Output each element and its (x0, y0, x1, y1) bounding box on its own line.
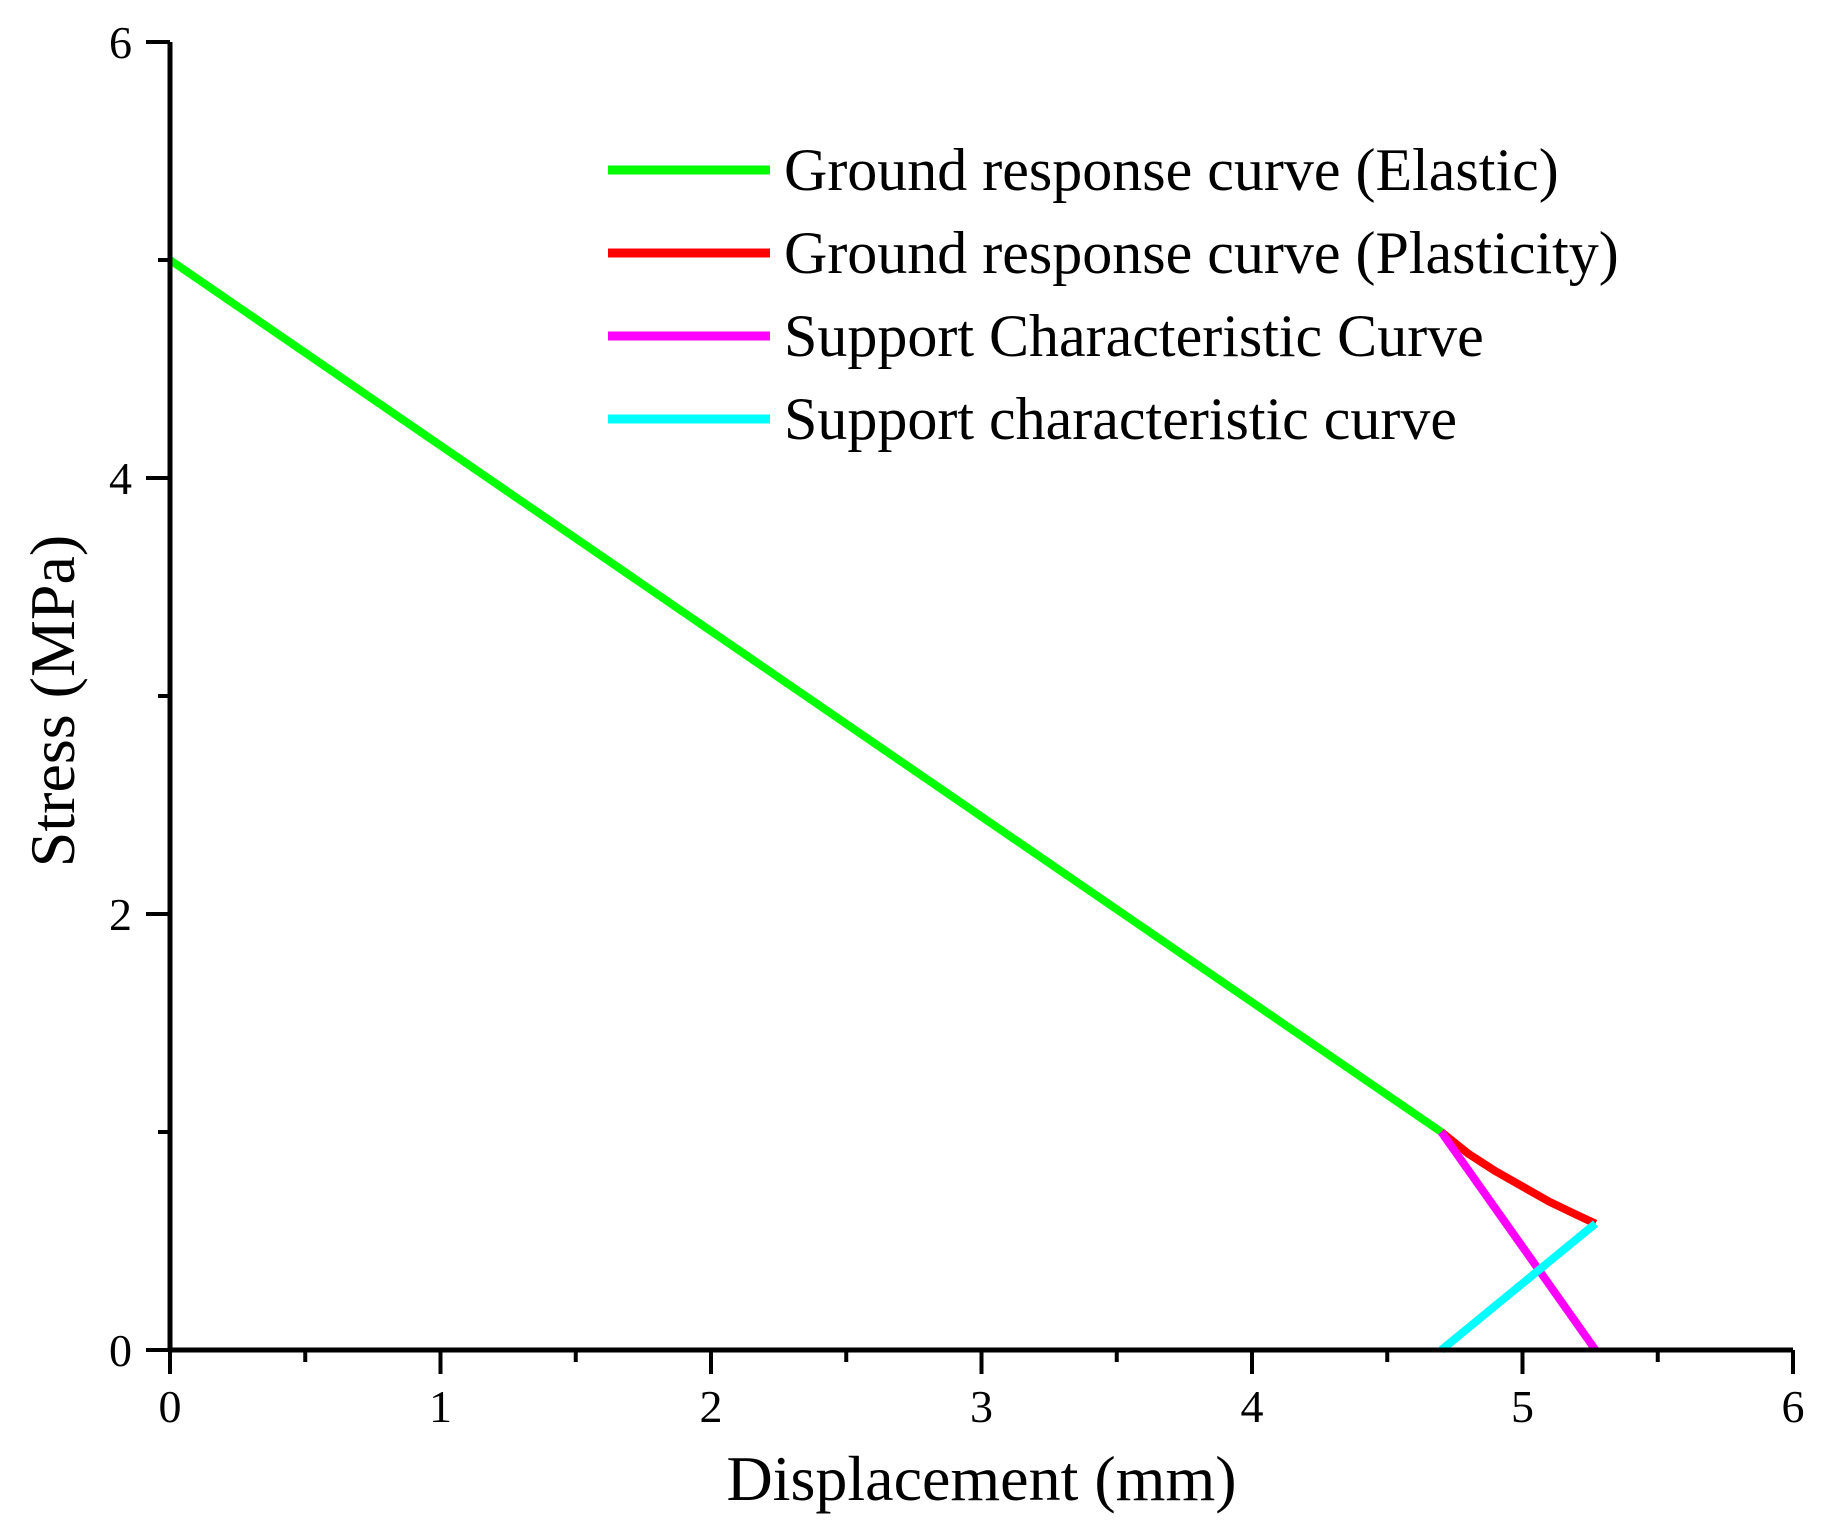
x-tick-label: 0 (159, 1381, 182, 1432)
legend-label-1: Ground response curve (Elastic) (784, 137, 1559, 203)
x-tick-label: 3 (970, 1381, 993, 1432)
legend: Ground response curve (Elastic) Ground re… (608, 137, 1619, 452)
y-tick-label: 4 (109, 453, 132, 504)
tick-labels: 0 1 2 3 4 5 6 0 2 4 6 (109, 17, 1805, 1432)
legend-label-2: Ground response curve (Plasticity) (784, 220, 1619, 286)
x-tick-label: 2 (700, 1381, 723, 1432)
x-tick-label: 1 (429, 1381, 452, 1432)
y-tick-label: 6 (109, 17, 132, 68)
x-tick-label: 5 (1511, 1381, 1534, 1432)
y-axis-title: Stress (MPa) (17, 535, 88, 867)
legend-label-3: Support Characteristic Curve (784, 303, 1484, 369)
series-line-3 (1438, 1129, 1599, 1353)
x-tick-label: 4 (1241, 1381, 1264, 1432)
legend-label-4: Support characteristic curve (784, 386, 1457, 452)
series-line-4 (1438, 1220, 1599, 1354)
plot-lines (167, 256, 1599, 1354)
axes (146, 40, 1795, 1374)
x-axis-title: Displacement (mm) (726, 1443, 1236, 1514)
series-line-2 (1438, 1128, 1598, 1228)
y-tick-label: 2 (109, 889, 132, 940)
series-line-1 (167, 256, 1444, 1136)
x-tick-label: 6 (1782, 1381, 1805, 1432)
y-tick-label: 0 (109, 1325, 132, 1376)
